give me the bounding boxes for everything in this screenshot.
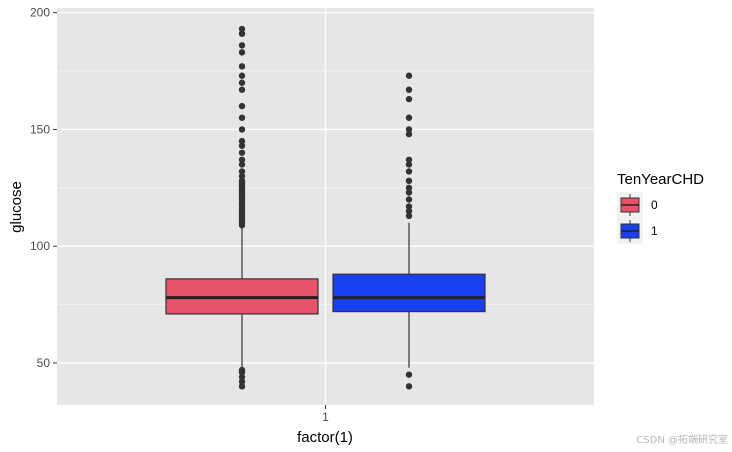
outlier-point <box>238 114 246 121</box>
outlier-point <box>405 212 413 220</box>
box-series-1 <box>332 72 486 390</box>
box-iqr <box>332 273 486 313</box>
outlier-point <box>405 95 413 103</box>
legend-item-0: 0 <box>617 192 658 218</box>
outlier-point <box>238 30 246 37</box>
outlier-point <box>238 102 246 110</box>
outlier-point <box>238 63 246 70</box>
y-tick-label: 200 <box>30 6 50 20</box>
outlier-point <box>405 156 413 163</box>
outlier-point <box>238 168 246 175</box>
outlier-point <box>238 366 246 374</box>
y-tick-label: 100 <box>30 239 50 253</box>
legend-title: TenYearCHD <box>617 171 704 188</box>
major-gridlines <box>57 8 594 405</box>
outlier-point <box>405 168 413 175</box>
outlier-point <box>238 25 246 33</box>
outlier-point <box>238 383 246 390</box>
y-axis-ticks: 50 100 150 200 <box>30 6 57 370</box>
outlier-point <box>238 142 246 149</box>
outlier-point <box>238 137 246 145</box>
outlier-point <box>405 203 413 210</box>
x-axis-ticks: 1 <box>322 405 329 424</box>
outlier-point <box>405 86 413 93</box>
outlier-point <box>238 49 246 56</box>
legend: TenYearCHD 0 1 <box>617 171 704 244</box>
outlier-point <box>238 42 246 49</box>
outlier-point <box>405 126 413 133</box>
outlier-point <box>405 196 413 203</box>
box-series-0 <box>165 25 319 390</box>
y-axis-title: glucose <box>8 181 25 233</box>
watermark: CSDN @拓端研究室 <box>636 435 728 446</box>
outlier-point <box>405 72 413 79</box>
y-tick-label: 150 <box>30 122 50 136</box>
y-tick-label: 50 <box>37 356 51 370</box>
legend-label: 1 <box>651 224 658 238</box>
legend-item-1: 1 <box>617 218 658 244</box>
x-axis-title: factor(1) <box>297 429 353 446</box>
outlier-point <box>238 172 246 180</box>
legend-label: 0 <box>651 198 658 212</box>
outlier-point <box>238 126 246 133</box>
outlier-point <box>238 177 246 185</box>
outlier-point <box>405 161 413 168</box>
boxplot-series <box>165 25 486 390</box>
outlier-point <box>405 114 413 121</box>
outlier-point <box>405 130 413 138</box>
outlier-point <box>405 371 413 378</box>
outlier-point <box>405 177 413 185</box>
outlier-point <box>238 161 246 168</box>
outlier-point <box>238 149 246 156</box>
x-tick-label: 1 <box>322 410 329 424</box>
outlier-point <box>405 189 413 196</box>
outlier-point <box>405 184 413 192</box>
outlier-point <box>238 156 246 163</box>
outlier-point <box>238 373 246 381</box>
outlier-point <box>238 86 246 93</box>
outlier-point <box>405 207 413 215</box>
outlier-point <box>238 378 246 385</box>
outlier-point <box>405 383 413 390</box>
outlier-point <box>238 72 246 79</box>
outlier-point <box>238 79 246 86</box>
